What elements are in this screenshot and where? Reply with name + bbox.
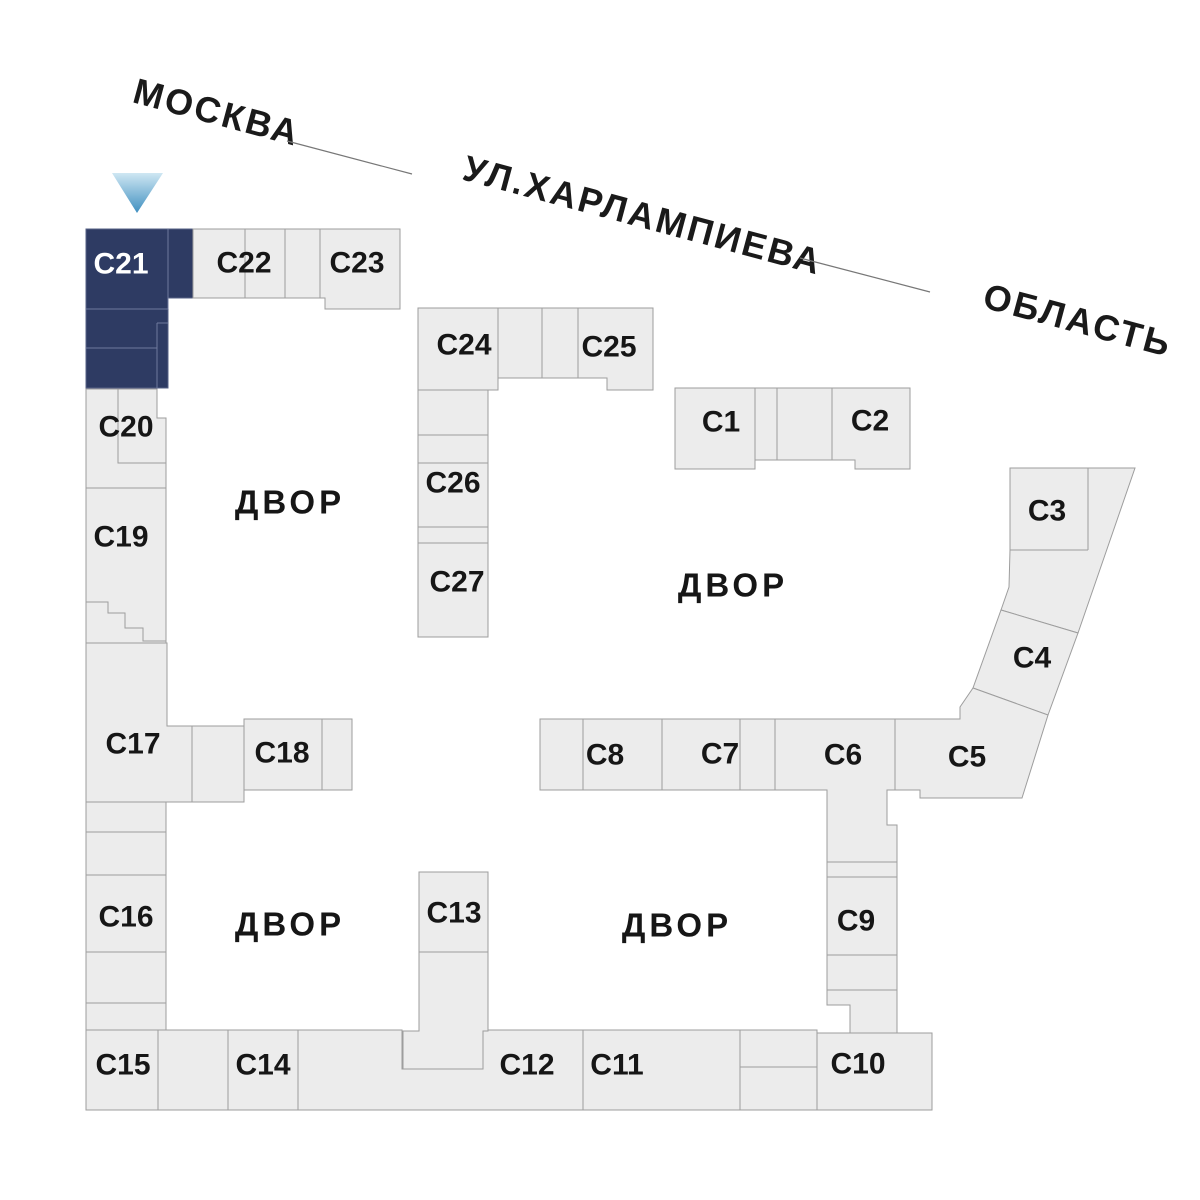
street-label: ОБЛАСТЬ — [979, 275, 1177, 365]
building-section[interactable] — [85, 951, 167, 1004]
parcel-divider-lines — [86, 229, 1089, 1110]
building-section[interactable] — [739, 1029, 818, 1111]
building-С26[interactable] — [417, 389, 489, 638]
street-label: УЛ.ХАРЛАМПИЕВА — [459, 147, 827, 282]
building-С10[interactable] — [816, 1032, 933, 1111]
building-section[interactable] — [826, 954, 898, 991]
building-С18[interactable] — [243, 718, 353, 791]
parcel-divider — [86, 601, 166, 642]
street-label: МОСКВА — [129, 70, 305, 154]
street-connector-line — [286, 140, 413, 175]
building-С1[interactable] — [674, 387, 911, 470]
parcel-divider — [117, 389, 166, 464]
building-С13[interactable] — [402, 871, 489, 1070]
building-section[interactable] — [826, 989, 898, 1034]
building-С5[interactable] — [894, 687, 1049, 799]
building-С20[interactable] — [85, 388, 167, 489]
street-connector-line — [799, 257, 931, 293]
building-section[interactable] — [85, 801, 167, 833]
building-С17[interactable] — [85, 642, 245, 803]
building-С16[interactable] — [85, 874, 167, 953]
building-С22[interactable] — [192, 228, 321, 299]
building-С23[interactable] — [319, 228, 401, 310]
courtyard-labels-layer: ДВОР ДВОР ДВОР ДВОР — [235, 484, 788, 944]
building-С24[interactable] — [417, 307, 654, 391]
building-section[interactable] — [826, 861, 898, 878]
courtyard-label: ДВОР — [678, 567, 788, 604]
courtyard-label: ДВОР — [235, 484, 345, 521]
courtyard-label: ДВОР — [235, 906, 345, 943]
building-С9[interactable] — [826, 876, 898, 956]
building-С8[interactable] — [539, 718, 898, 863]
building-section[interactable] — [85, 1002, 167, 1031]
building-С19[interactable] — [85, 487, 167, 644]
building-section[interactable] — [85, 831, 167, 876]
buildings-layer — [85, 228, 1136, 1111]
location-arrow-icon — [112, 173, 163, 213]
courtyard-label: ДВОР — [622, 907, 732, 944]
